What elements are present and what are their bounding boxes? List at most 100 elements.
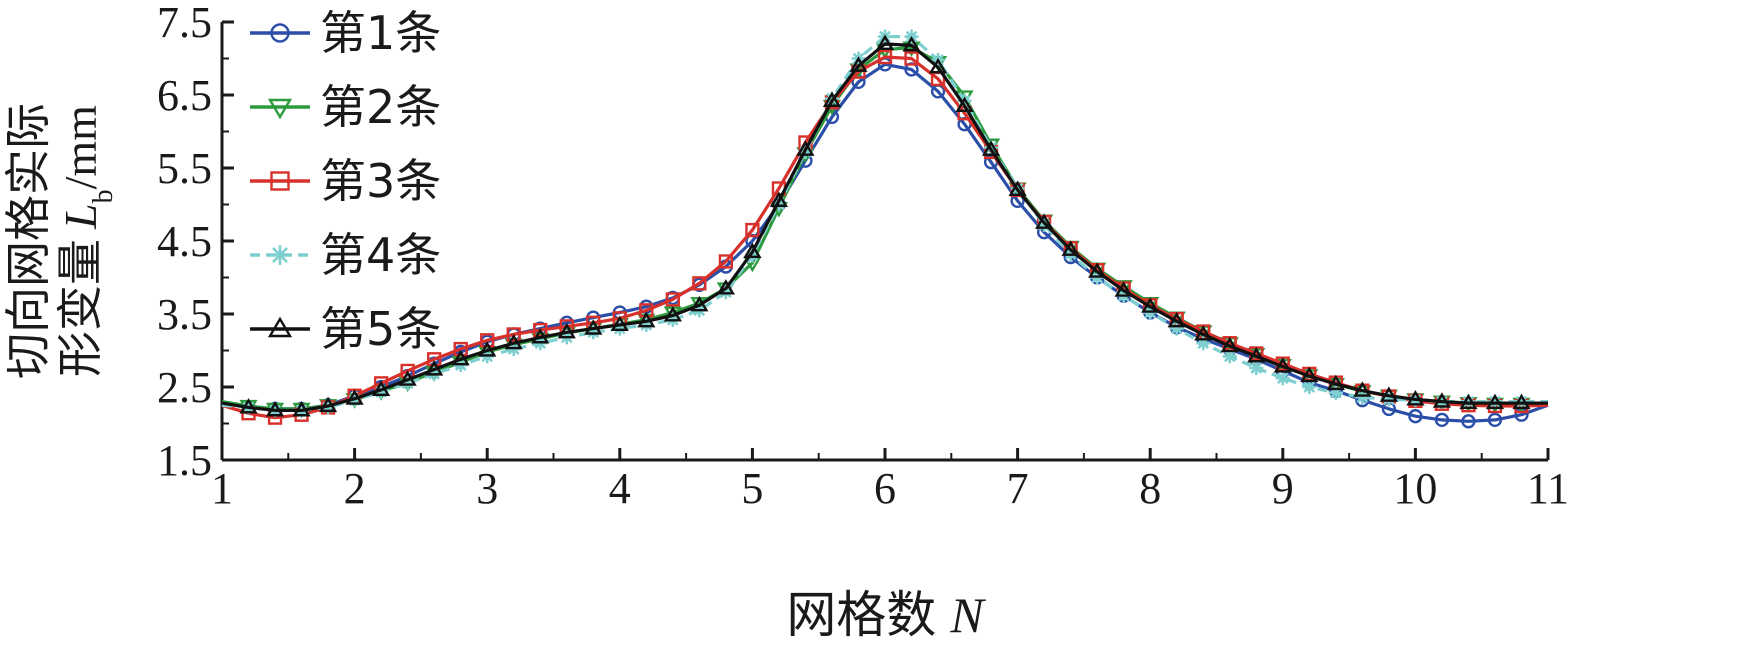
series-layer — [221, 29, 1549, 429]
data-point-asterisk — [1222, 349, 1237, 364]
legend-item: 第3条 — [250, 154, 441, 208]
data-point-triangle-up — [743, 242, 762, 259]
data-point-square — [427, 352, 442, 367]
data-point-triangle-up — [1512, 393, 1531, 410]
y-tick-label: 5.5 — [157, 144, 212, 193]
data-point-triangle-up — [531, 327, 550, 344]
x-tick-label: 6 — [874, 464, 896, 513]
data-point-triangle-up — [1326, 374, 1345, 391]
data-point-triangle-up — [1353, 381, 1372, 397]
data-point-triangle-up — [504, 333, 523, 350]
y-axis-label-prefix: 形变量 — [53, 239, 107, 377]
data-point-triangle-up — [690, 295, 709, 312]
y-axis-label-unit: /mm — [55, 105, 106, 190]
legend-label: 第4条 — [320, 228, 441, 282]
x-tick-label: 7 — [1007, 464, 1029, 513]
y-axis-label-subscript: b — [88, 189, 119, 203]
data-point-triangle-up — [372, 380, 391, 397]
data-point-triangle-up — [1008, 180, 1027, 197]
series-line — [221, 42, 1548, 412]
data-point-triangle-down — [267, 98, 293, 120]
legend-item: 第5条 — [250, 302, 441, 356]
y-tick-label: 6.5 — [157, 71, 212, 120]
data-point-triangle-up — [239, 398, 258, 414]
x-axis-label-text: 网格数 — [786, 586, 936, 644]
y-axis-label-var: L — [55, 203, 106, 230]
data-point-triangle-up — [1088, 262, 1107, 278]
data-point-triangle-up — [557, 322, 576, 339]
data-point-triangle-up — [1035, 213, 1054, 229]
data-point-triangle-up — [981, 140, 1001, 156]
data-point-triangle-up — [716, 279, 735, 295]
data-point-triangle-up — [663, 306, 682, 322]
x-axis-label-var: N — [949, 587, 986, 643]
data-point-triangle-up — [928, 57, 948, 74]
data-point-triangle-up — [769, 191, 789, 207]
data-point-triangle-up — [345, 389, 364, 405]
data-point-asterisk — [1302, 380, 1317, 394]
data-point-triangle-up — [292, 400, 311, 417]
data-point-triangle-up — [1061, 240, 1080, 256]
data-point-square — [665, 292, 680, 307]
data-point-triangle-up — [425, 360, 444, 376]
y-tick-label: 1.5 — [157, 436, 212, 485]
series-line — [221, 55, 1549, 420]
data-point-asterisk — [1249, 361, 1264, 376]
axes: 1 2 3 4 5 6 7 8 9 10 11 1.5 2.5 3.5 4.5 5.5 6.5 7.5 — [157, 0, 1569, 513]
data-point-triangle-up — [1379, 386, 1398, 402]
x-axis-label: 网格数 N — [786, 586, 986, 644]
x-tick-label: 5 — [741, 464, 763, 513]
data-point-triangle-up — [1167, 311, 1186, 328]
data-point-circle — [1487, 412, 1503, 427]
data-point-triangle-up — [1300, 366, 1319, 383]
data-point-square — [745, 222, 760, 238]
data-point-asterisk — [270, 245, 290, 265]
data-point-circle — [1408, 409, 1423, 424]
data-point-asterisk — [1275, 371, 1290, 386]
x-tick-label: 3 — [476, 464, 498, 513]
legend-label: 第1条 — [320, 6, 441, 60]
data-point-triangle-up — [822, 91, 842, 107]
series-5 — [221, 34, 1548, 417]
data-point-asterisk — [1355, 390, 1370, 405]
data-point-triangle-up — [1247, 346, 1266, 363]
data-point-triangle-up — [610, 315, 629, 332]
data-point-square — [480, 333, 495, 348]
x-tick-label: 4 — [609, 464, 631, 513]
data-point-triangle-up — [1114, 281, 1133, 297]
data-point-triangle-up — [1459, 393, 1478, 410]
data-point-triangle-up — [796, 140, 815, 156]
data-point-triangle-up — [318, 396, 338, 413]
series-line — [221, 62, 1549, 423]
y-tick-label: 3.5 — [157, 290, 212, 339]
x-tick-label: 9 — [1272, 464, 1294, 513]
data-point-triangle-up — [902, 35, 921, 52]
data-point-square — [692, 276, 707, 291]
data-point-triangle-up — [265, 400, 285, 417]
legend-label: 第5条 — [320, 302, 441, 356]
y-tick-label: 2.5 — [157, 363, 212, 412]
data-point-triangle-up — [1141, 297, 1160, 313]
data-point-circle — [1461, 414, 1476, 429]
data-point-square — [270, 171, 290, 191]
y-axis-label-line1: 切向网格实际 — [1, 103, 55, 379]
data-point-triangle-up — [875, 34, 895, 50]
data-point-square — [877, 49, 893, 65]
data-point-triangle-up — [451, 349, 470, 366]
data-point-triangle-up — [955, 96, 974, 113]
x-tick-label: 10 — [1393, 464, 1437, 513]
data-point-triangle-up — [1485, 393, 1505, 410]
x-tick-label: 11 — [1527, 464, 1569, 513]
data-point-triangle-up — [1406, 390, 1425, 406]
data-point-triangle-up — [1432, 392, 1452, 408]
x-tick-label: 8 — [1139, 464, 1161, 513]
data-point-triangle-up — [398, 370, 417, 386]
legend-item: 第4条 — [250, 228, 441, 282]
x-tick-label: 1 — [211, 464, 233, 513]
data-point-triangle-up — [1220, 336, 1239, 353]
data-point-triangle-up — [849, 56, 868, 72]
legend-item: 第2条 — [250, 80, 441, 134]
data-point-triangle-up — [267, 316, 293, 338]
